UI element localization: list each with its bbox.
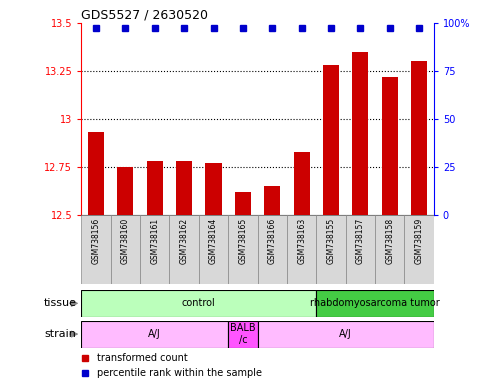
Text: percentile rank within the sample: percentile rank within the sample [97, 367, 262, 378]
Text: A/J: A/J [339, 329, 352, 339]
Text: GSM738160: GSM738160 [121, 218, 130, 264]
Bar [287, 215, 317, 284]
Text: GSM738165: GSM738165 [239, 218, 247, 264]
Bar [317, 290, 434, 317]
Text: strain: strain [44, 329, 76, 339]
Text: GSM738164: GSM738164 [209, 218, 218, 264]
Bar [323, 65, 339, 215]
Bar [352, 52, 368, 215]
Bar [293, 152, 310, 215]
Text: GSM738156: GSM738156 [92, 218, 101, 264]
Text: A/J: A/J [148, 329, 161, 339]
Text: GSM738163: GSM738163 [297, 218, 306, 264]
Text: BALB
/c: BALB /c [230, 323, 256, 345]
Bar [81, 321, 228, 348]
Text: GSM738162: GSM738162 [179, 218, 189, 264]
Text: tissue: tissue [43, 298, 76, 308]
Bar [411, 61, 427, 215]
Text: GSM738166: GSM738166 [268, 218, 277, 264]
Text: control: control [182, 298, 216, 308]
Bar [88, 132, 104, 215]
Text: transformed count: transformed count [97, 353, 188, 363]
Bar [235, 192, 251, 215]
Bar [111, 215, 140, 284]
Bar [199, 215, 228, 284]
Bar [176, 161, 192, 215]
Bar [170, 215, 199, 284]
Bar [206, 163, 222, 215]
Text: GSM738158: GSM738158 [385, 218, 394, 264]
Text: rhabdomyosarcoma tumor: rhabdomyosarcoma tumor [310, 298, 440, 308]
Bar [81, 290, 317, 317]
Bar [140, 215, 170, 284]
Bar [257, 215, 287, 284]
Bar [147, 161, 163, 215]
Bar [346, 215, 375, 284]
Text: GSM738159: GSM738159 [415, 218, 423, 264]
Bar [317, 215, 346, 284]
Bar [404, 215, 434, 284]
Bar [81, 215, 111, 284]
Text: GDS5527 / 2630520: GDS5527 / 2630520 [81, 9, 209, 22]
Text: GSM738161: GSM738161 [150, 218, 159, 264]
Bar [117, 167, 134, 215]
Text: GSM738155: GSM738155 [326, 218, 336, 264]
Text: GSM738157: GSM738157 [356, 218, 365, 264]
Bar [228, 321, 257, 348]
Bar [375, 215, 404, 284]
Bar [382, 77, 398, 215]
Bar [228, 215, 257, 284]
Bar [257, 321, 434, 348]
Bar [264, 186, 281, 215]
